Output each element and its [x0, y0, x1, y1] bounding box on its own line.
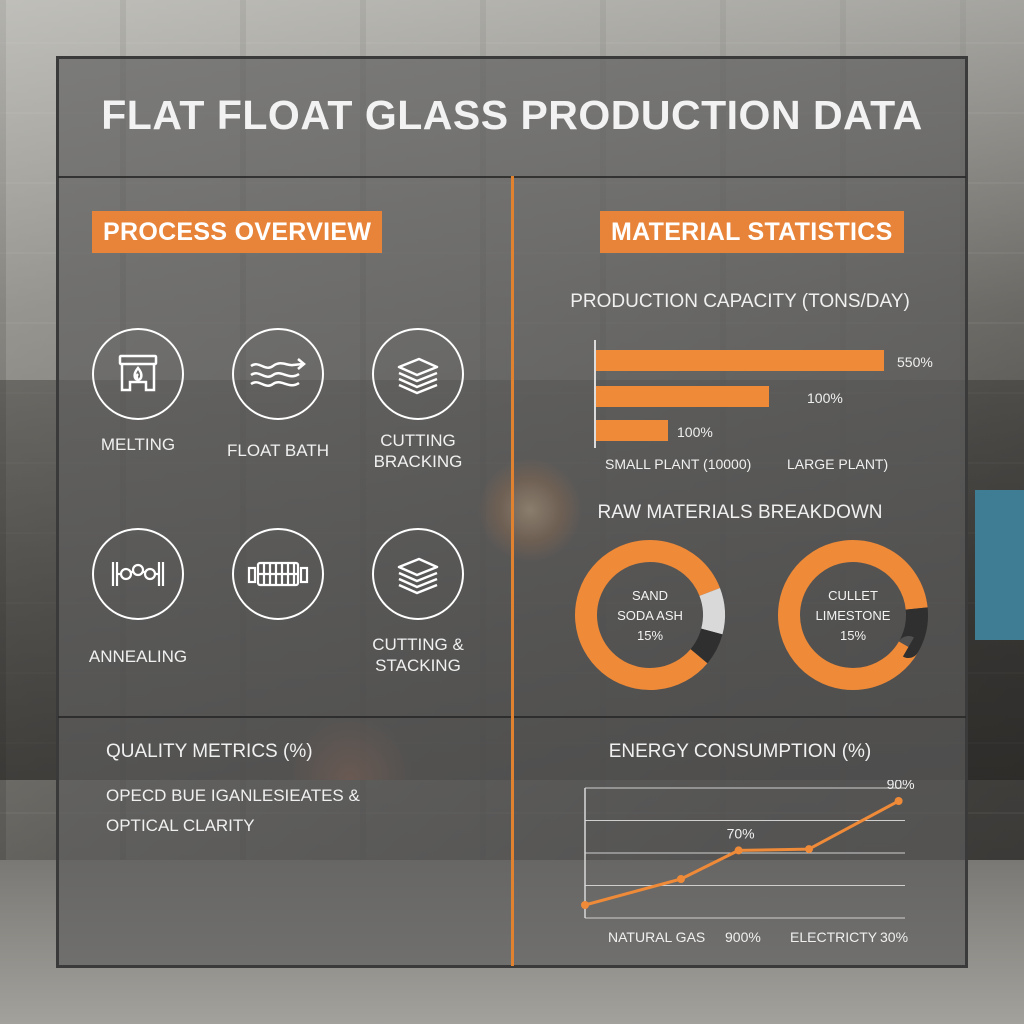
donut-2-label-1: CULLET [828, 588, 878, 603]
quality-metrics-line-1: OPECD BUE IGANLESIEATES & [106, 786, 360, 805]
capacity-bar-2 [596, 386, 769, 407]
step-label: CUTTING BRACKING [373, 431, 463, 471]
step-annealing: ANNEALING [73, 528, 203, 667]
step-cutting-stacking: CUTTING & STACKING [353, 528, 483, 676]
energy-x-tick-3: ELECTRICTY [790, 929, 878, 945]
step-conveyor [213, 528, 343, 620]
wave-arrow-icon [232, 328, 324, 420]
capacity-bar-1 [596, 350, 884, 371]
step-label: MELTING [100, 435, 176, 454]
energy-point-1 [581, 901, 589, 909]
material-statistics-heading: MATERIAL STATISTICS [600, 211, 904, 253]
capacity-bar-3-label: 100% [677, 424, 713, 440]
capacity-bar-3 [596, 420, 668, 441]
raw-materials-title: RAW MATERIALS BREAKDOWN [597, 502, 883, 523]
donut-1-labels: SAND SODA ASH 15% [600, 586, 700, 646]
capacity-bar-2-label: 100% [807, 390, 843, 406]
energy-x-tick-4: 30% [880, 929, 908, 945]
energy-chart-title: ENERGY CONSUMPTION (%) [608, 741, 872, 762]
energy-point-5 [894, 797, 903, 805]
step-melting: MELTING [73, 328, 203, 455]
materials-divider [514, 716, 966, 718]
page-title: FLAT FLOAT GLASS PRODUCTION DATA [101, 92, 923, 138]
process-divider [58, 716, 513, 718]
energy-point-4 [805, 845, 813, 854]
step-label: ANNEALING [88, 647, 188, 666]
quality-metrics-heading: QUALITY METRICS (%) [106, 741, 313, 762]
furnace-flame-icon [92, 328, 184, 420]
column-divider [511, 176, 514, 966]
energy-point-label-2: 90% [887, 780, 915, 792]
energy-x-tick-2: 900% [725, 929, 761, 945]
energy-line-chart: 70% 90% NATURAL GAS 900% ELECTRICTY 30% [581, 780, 915, 945]
donut-1-label-2: SODA ASH [617, 608, 683, 623]
quality-metrics-line-2: OPTICAL CLARITY [106, 816, 255, 835]
step-label: CUTTING & STACKING [372, 635, 464, 675]
stacked-sheets-icon [372, 328, 464, 420]
capacity-y-axis [594, 340, 596, 448]
energy-point-label-1: 70% [727, 825, 755, 841]
process-overview-heading: PROCESS OVERVIEW [92, 211, 383, 253]
capacity-axis-right-label: LARGE PLANT) [787, 456, 889, 472]
rollers-icon [92, 528, 184, 620]
donut-2-slice-2 [778, 540, 928, 690]
blue-machine-background [975, 490, 1024, 640]
energy-x-tick-1: NATURAL GAS [608, 929, 705, 945]
energy-point-2 [677, 875, 685, 883]
donut-2-labels: CULLET LIMESTONE 15% [803, 586, 903, 646]
capacity-axis-left-label: SMALL PLANT (10000) [605, 456, 752, 472]
donut-1-label-3: 15% [636, 628, 664, 643]
capacity-bar-1-label: 550% [897, 354, 933, 370]
step-float-bath: FLOAT BATH [213, 328, 343, 461]
donut-1-slice-1 [575, 540, 725, 690]
raw-materials-donuts [575, 540, 928, 690]
donut-2-label-2: LIMESTONE [815, 608, 891, 623]
donut-2-label-3: 15% [839, 628, 867, 643]
donut-1-label-1: SAND [631, 588, 669, 603]
stacked-sheets-icon [372, 528, 464, 620]
capacity-chart-title: PRODUCTION CAPACITY (TONS/DAY) [570, 291, 910, 312]
energy-point-3 [734, 846, 743, 855]
step-label: FLOAT BATH [226, 441, 330, 460]
step-cutting-bracking: CUTTING BRACKING [353, 328, 483, 472]
conveyor-icon [232, 528, 324, 620]
